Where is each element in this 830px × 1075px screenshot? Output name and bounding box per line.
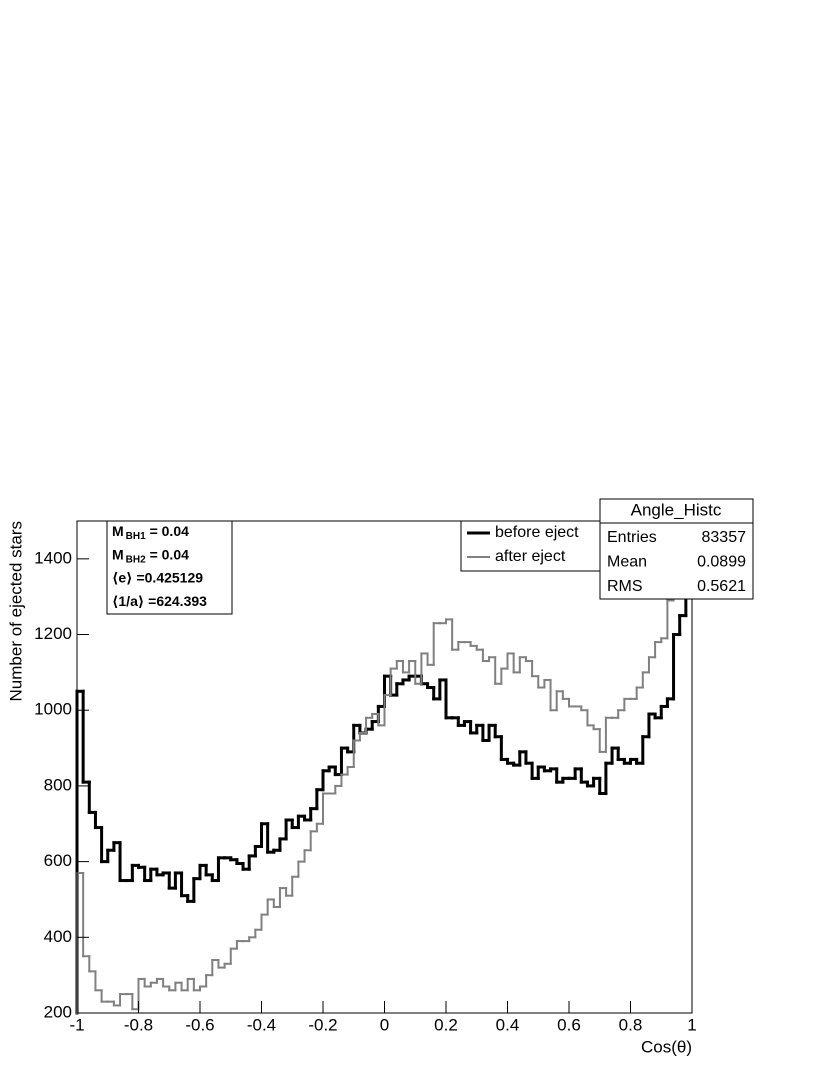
stats-value: 83357	[702, 529, 747, 546]
x-tick-label: -1	[69, 1015, 84, 1034]
x-tick-label: -0.4	[247, 1015, 276, 1034]
x-tick-label: 0	[380, 1015, 389, 1034]
x-tick-label: -0.6	[185, 1015, 214, 1034]
stats-label: RMS	[607, 578, 643, 595]
x-tick-label: -0.8	[124, 1015, 153, 1034]
x-axis-label: Cos(θ)	[641, 1037, 692, 1056]
stats-label: Mean	[607, 554, 647, 571]
y-tick-label: 1200	[34, 624, 72, 643]
legend-label: after eject	[495, 548, 566, 565]
annotation-main: ⟨e⟩ =0.425129	[112, 569, 203, 585]
annotation: ⟨e⟩ =0.425129	[112, 569, 203, 585]
annotation-main: ⟨1/a⟩ =624.393	[112, 593, 207, 609]
legend-label: before eject	[495, 524, 579, 541]
annotation-sub: BH1	[126, 531, 146, 542]
stats-value: 0.0899	[697, 554, 746, 571]
y-tick-label: 1400	[34, 548, 72, 567]
y-tick-label: 1000	[34, 700, 72, 719]
annotation-box	[106, 520, 233, 615]
annotation-main: M	[112, 546, 124, 562]
x-tick-label: -0.2	[308, 1015, 337, 1034]
x-tick-label: 0.6	[557, 1015, 581, 1034]
annotation-sub: BH2	[126, 554, 146, 565]
y-tick-label: 400	[44, 927, 72, 946]
y-tick-label: 600	[44, 851, 72, 870]
stats-box	[599, 498, 754, 600]
stats-title: Angle_Histc	[631, 500, 722, 519]
annotation-tail: = 0.04	[146, 523, 189, 539]
x-tick-label: 1	[687, 1015, 696, 1034]
annotation-tail: = 0.04	[146, 546, 189, 562]
annotation: M BH1 = 0.04	[112, 523, 189, 542]
y-axis-label: Number of ejected stars	[6, 521, 25, 701]
stats-value: 0.5621	[697, 578, 746, 595]
stats-label: Entries	[607, 529, 657, 546]
x-tick-label: 0.8	[619, 1015, 643, 1034]
y-tick-label: 200	[44, 1002, 72, 1021]
plot-area	[75, 520, 694, 1015]
annotation: ⟨1/a⟩ =624.393	[112, 593, 207, 609]
annotation-main: M	[112, 523, 124, 539]
y-tick-label: 800	[44, 775, 72, 794]
x-tick-label: 0.4	[496, 1015, 520, 1034]
x-tick-label: 0.2	[434, 1015, 458, 1034]
annotation: M BH2 = 0.04	[112, 546, 189, 565]
